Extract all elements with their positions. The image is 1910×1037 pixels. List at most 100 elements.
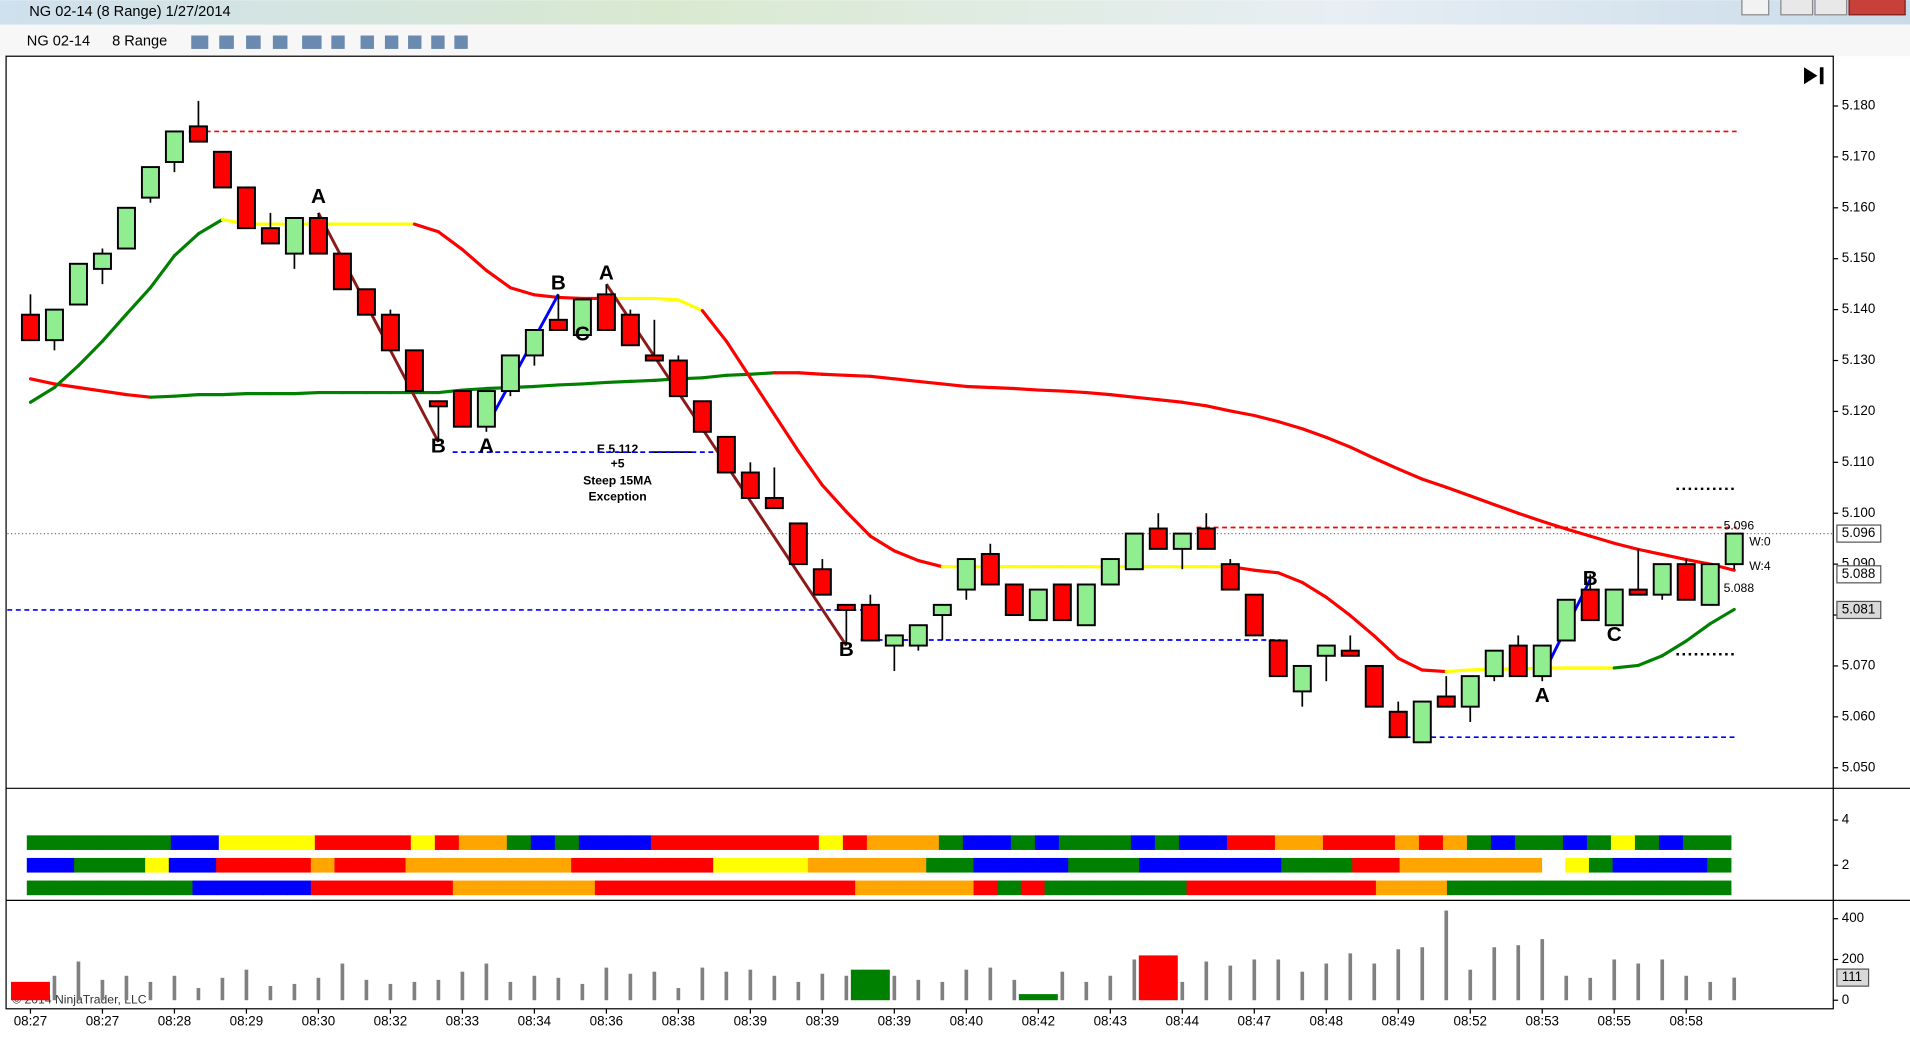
slow-ma-segment xyxy=(580,380,608,386)
volume-bar xyxy=(748,969,753,1001)
toolbar-icon[interactable] xyxy=(454,35,468,49)
indicator-cell xyxy=(1034,835,1060,850)
candle-body xyxy=(1724,532,1744,566)
scroll-end-button[interactable] xyxy=(1804,67,1824,85)
volume-bar xyxy=(1060,971,1065,1001)
indicator-cell xyxy=(1612,857,1637,873)
minimize-button[interactable] xyxy=(1780,0,1814,16)
toolbar-icon[interactable] xyxy=(431,35,445,49)
slow-ma-segment xyxy=(124,393,153,399)
volume-bar xyxy=(1108,975,1113,1001)
toolbar-icon[interactable] xyxy=(408,35,422,49)
slow-ma-segment xyxy=(1444,485,1472,498)
indicator-cell xyxy=(784,880,809,896)
slow-ma-segment xyxy=(172,393,201,398)
slow-ma-segment xyxy=(1252,413,1280,424)
toolbar-icon[interactable] xyxy=(246,35,261,49)
indicator-cell xyxy=(410,835,436,850)
instrument-dropdown[interactable]: NG 02-14 xyxy=(27,33,90,49)
slow-ma-segment xyxy=(1060,389,1088,395)
candle-body xyxy=(860,603,880,642)
volume-tick-label: 0 xyxy=(1842,992,1849,1007)
volume-bar xyxy=(1732,977,1737,1001)
fast-ma-segment xyxy=(1300,580,1328,599)
candle-body xyxy=(716,435,736,474)
toolbar-icon[interactable] xyxy=(191,35,209,49)
slow-ma-segment xyxy=(1036,388,1064,393)
indicator-cell xyxy=(1494,880,1519,896)
indicator-cell xyxy=(1010,835,1036,850)
candle-body xyxy=(44,308,64,342)
volume-bar xyxy=(1516,945,1521,1001)
volume-bar xyxy=(364,979,369,1001)
fast-ma-segment xyxy=(1684,622,1712,643)
button[interactable] xyxy=(1741,0,1770,16)
indicator-cell xyxy=(458,835,484,850)
indicator-cell xyxy=(476,857,501,873)
indicator-cell xyxy=(452,857,477,873)
toolbar-icon[interactable] xyxy=(384,35,399,49)
fast-ma-segment xyxy=(436,230,464,252)
fast-ma-segment xyxy=(1636,654,1664,668)
slow-ma-segment xyxy=(1180,400,1208,408)
close-button[interactable] xyxy=(1848,0,1906,16)
volume-bar xyxy=(1348,953,1353,1001)
fast-ma-segment xyxy=(1276,571,1304,585)
toolbar-icon[interactable] xyxy=(272,35,288,49)
y-tick-label: 5.160 xyxy=(1842,199,1875,214)
indicator-cell xyxy=(381,857,406,873)
x-tick-label: 08:40 xyxy=(950,1014,983,1029)
indicator-cell xyxy=(121,880,146,896)
volume-bar xyxy=(772,975,777,1001)
indicator-cell xyxy=(1091,880,1117,896)
toolbar-icon[interactable] xyxy=(360,35,374,49)
fast-ma-segment xyxy=(1324,595,1352,618)
indicator-cell xyxy=(506,835,532,850)
volume-bar xyxy=(484,963,489,1001)
y-tick-label: 5.130 xyxy=(1842,352,1875,367)
candle-body xyxy=(1148,527,1168,550)
indicator-cell xyxy=(571,880,596,896)
candle-body xyxy=(1676,563,1696,601)
slow-ma-segment xyxy=(76,385,105,393)
indicator-cell xyxy=(1658,835,1684,850)
y-tick-label: 5.170 xyxy=(1842,148,1875,163)
indicator-cell xyxy=(1659,857,1685,873)
toolbar-icon[interactable] xyxy=(219,35,234,49)
indicator-cell xyxy=(1517,857,1543,873)
maximize-button[interactable] xyxy=(1814,0,1848,16)
period-dropdown[interactable]: 8 Range xyxy=(112,33,167,49)
candle-body xyxy=(1028,588,1048,622)
indicator-cell xyxy=(358,857,383,873)
slow-ma-segment xyxy=(1372,456,1400,471)
volume-bar xyxy=(1204,961,1209,1001)
candle-body xyxy=(356,288,376,316)
volume-bar xyxy=(508,981,513,1001)
toolbar-icon[interactable] xyxy=(331,35,345,49)
indicator-cell xyxy=(386,835,412,850)
toolbar-icon[interactable] xyxy=(302,35,322,49)
indicator-cell xyxy=(145,857,170,873)
toolbar-icons xyxy=(191,35,468,49)
indicator-tick-label: 2 xyxy=(1842,857,1849,872)
x-tick-label: 08:49 xyxy=(1382,1014,1415,1029)
volume-bar xyxy=(1252,959,1257,1001)
candle-body xyxy=(572,298,592,337)
indicator-cell xyxy=(770,835,796,850)
indicator-cell xyxy=(878,857,904,873)
wave-label: A xyxy=(311,185,326,208)
indicator-cell xyxy=(1514,835,1540,850)
indicator-cell xyxy=(1068,880,1093,896)
indicator-cell xyxy=(1706,835,1732,850)
indicator-row xyxy=(26,835,1732,850)
indicator-cell xyxy=(736,857,762,873)
indicator-cell xyxy=(866,835,892,850)
slow-ma-segment xyxy=(1636,547,1664,557)
indicator-cell xyxy=(50,835,76,850)
wave-label: B xyxy=(839,638,854,661)
slow-ma-segment xyxy=(1660,552,1688,562)
volume-bar xyxy=(652,971,657,1001)
fast-ma-segment xyxy=(700,309,728,343)
indicator-cell xyxy=(239,880,264,896)
indicator-cell xyxy=(807,857,833,873)
